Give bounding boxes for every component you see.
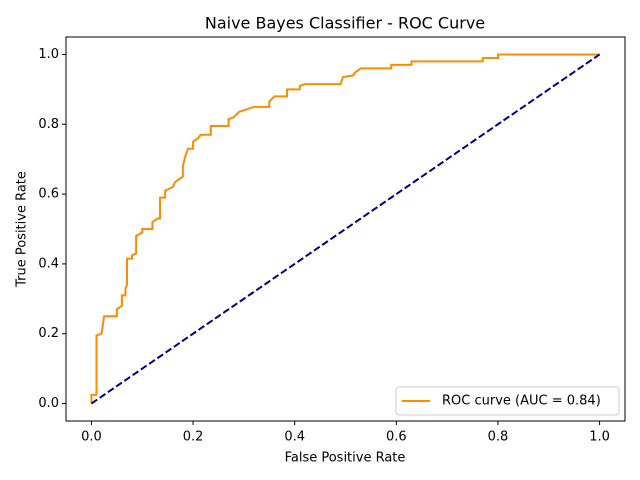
plot-frame bbox=[65, 36, 626, 422]
y-axis-label: True Positive Rate bbox=[15, 171, 30, 288]
x-tick-label: 0.0 bbox=[81, 430, 102, 445]
y-tick-label: 0.8 bbox=[38, 117, 59, 132]
y-tick-label: 0.4 bbox=[38, 256, 59, 271]
y-tick-label: 0.2 bbox=[38, 326, 59, 341]
chart-title: Naive Bayes Classifier - ROC Curve bbox=[205, 14, 485, 33]
y-tick-label: 0.6 bbox=[38, 187, 59, 202]
x-tick-label: 1.0 bbox=[589, 430, 610, 445]
x-tick-label: 0.4 bbox=[284, 430, 305, 445]
legend-box bbox=[395, 386, 620, 416]
series-line bbox=[90, 53, 600, 404]
x-axis-label: False Positive Rate bbox=[285, 451, 406, 466]
x-tick-label: 0.8 bbox=[488, 430, 509, 445]
y-tick-label: 1.0 bbox=[38, 47, 59, 62]
x-tick-label: 0.2 bbox=[183, 430, 204, 445]
y-tick-label: 0.0 bbox=[38, 396, 59, 411]
legend-label: ROC curve (AUC = 0.84) bbox=[442, 394, 601, 409]
series-line bbox=[90, 53, 601, 405]
x-tick-label: 0.6 bbox=[386, 430, 407, 445]
